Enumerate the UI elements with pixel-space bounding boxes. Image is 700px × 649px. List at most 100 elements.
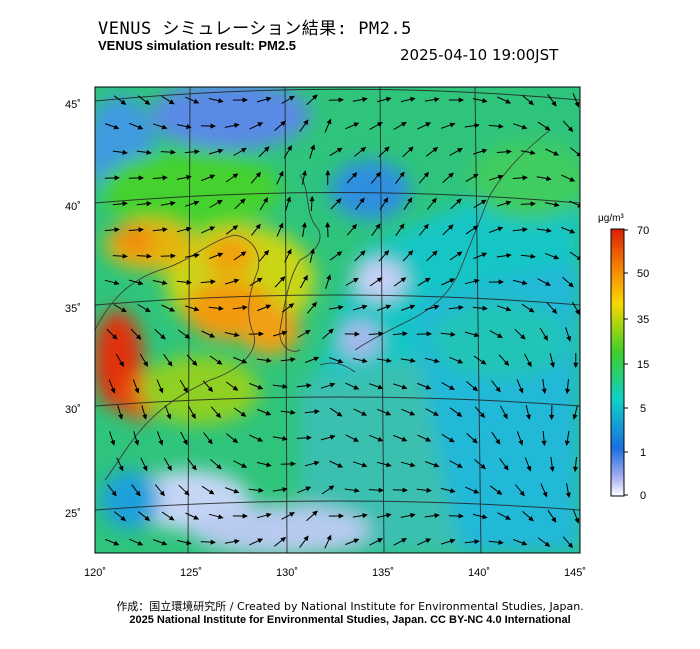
wind-arrowhead bbox=[553, 150, 560, 156]
wind-arrowhead bbox=[383, 249, 390, 256]
wind-arrowhead bbox=[290, 409, 296, 415]
wind-arrowhead bbox=[146, 201, 152, 207]
map-frame bbox=[94, 86, 581, 554]
wind-arrowhead bbox=[518, 387, 524, 394]
wind-arrowhead bbox=[170, 149, 176, 155]
wind-arrowhead bbox=[497, 333, 503, 338]
wind-arrowhead bbox=[309, 248, 315, 254]
wind-arrowhead bbox=[375, 171, 381, 178]
wind-arrowhead bbox=[458, 305, 464, 311]
wind-arrowhead bbox=[216, 359, 223, 365]
wind-arrowhead bbox=[144, 515, 151, 521]
wind-arrowhead bbox=[410, 512, 416, 518]
wind-arrowhead bbox=[518, 439, 524, 446]
wind-arrowhead bbox=[216, 463, 222, 470]
wind-arrowhead bbox=[426, 487, 432, 493]
wind-arrowhead bbox=[255, 171, 262, 178]
wind-arrowhead bbox=[505, 515, 512, 520]
wind-arrowhead bbox=[215, 412, 222, 419]
wind-arrowhead bbox=[309, 195, 315, 202]
wind-arrowhead bbox=[410, 357, 416, 364]
wind-arrowhead bbox=[303, 119, 309, 126]
legend-tick: 50 bbox=[637, 268, 649, 280]
wind-arrowhead bbox=[457, 148, 463, 153]
wind-arrowhead bbox=[572, 466, 579, 473]
wind-arrowhead bbox=[472, 438, 478, 444]
graticule bbox=[95, 87, 580, 553]
wind-arrowhead bbox=[303, 535, 309, 542]
longitude-labels: 120˚ 125˚ 130˚ 135˚ 140˚ 145˚ bbox=[84, 567, 586, 579]
wind-arrowhead bbox=[328, 328, 334, 334]
wind-arrowhead bbox=[456, 251, 463, 257]
wind-arrowhead bbox=[449, 122, 456, 128]
wind-arrowhead bbox=[234, 122, 240, 128]
wind-arrowhead bbox=[423, 223, 429, 230]
wind-arrowhead bbox=[158, 439, 164, 446]
wind-arrowhead bbox=[434, 97, 440, 103]
wind-arrowhead bbox=[530, 201, 536, 207]
wind-arrowhead bbox=[431, 197, 437, 204]
wind-arrowhead bbox=[407, 197, 413, 203]
legend-tick: 0 bbox=[640, 490, 646, 502]
wind-arrowhead bbox=[122, 149, 128, 155]
wind-arrowhead bbox=[377, 384, 384, 390]
wind-arrowhead bbox=[569, 176, 576, 182]
wind-arrowhead bbox=[218, 305, 224, 311]
wind-arrowhead bbox=[207, 438, 213, 445]
wind-arrowhead bbox=[503, 464, 509, 471]
wind-arrowhead bbox=[304, 329, 311, 335]
wind-arrowhead bbox=[353, 384, 360, 390]
wind-arrowhead bbox=[306, 383, 312, 389]
wind-arrowhead bbox=[482, 305, 488, 311]
wind-arrowhead bbox=[409, 304, 416, 310]
wind-arrowhead bbox=[162, 280, 168, 286]
wind-arrowhead bbox=[217, 148, 224, 154]
wind-arrowhead bbox=[377, 538, 384, 543]
wind-arrowhead bbox=[449, 278, 456, 284]
wind-arrowhead bbox=[113, 280, 120, 286]
wind-arrowhead bbox=[432, 147, 439, 153]
wind-arrowhead bbox=[313, 460, 320, 466]
wind-arrowhead bbox=[242, 513, 248, 519]
wind-arrowhead bbox=[574, 101, 580, 108]
wind-arrowhead bbox=[258, 487, 264, 493]
wind-arrowhead bbox=[168, 515, 175, 521]
wind-arrowhead bbox=[257, 538, 264, 544]
wind-arrowhead bbox=[232, 173, 239, 179]
wind-arrowhead bbox=[210, 539, 216, 545]
wind-arrowhead bbox=[118, 414, 124, 420]
legend-tick: 70 bbox=[637, 225, 649, 237]
wind-arrowhead bbox=[473, 332, 480, 338]
lon-label: 135˚ bbox=[372, 567, 394, 579]
wind-arrowhead bbox=[310, 144, 316, 151]
wind-arrowhead bbox=[278, 170, 284, 177]
wind-arrowhead bbox=[528, 99, 534, 106]
wind-arrowhead bbox=[266, 512, 272, 518]
wind-arrowhead bbox=[401, 121, 407, 127]
wind-arrowhead bbox=[546, 176, 552, 182]
wind-arrowhead bbox=[480, 463, 487, 470]
wind-arrowhead bbox=[549, 362, 555, 368]
wind-arrowhead bbox=[311, 301, 318, 308]
wind-arrowhead bbox=[305, 486, 312, 492]
wind-arrowhead bbox=[528, 515, 534, 522]
wind-arrowhead bbox=[112, 334, 118, 340]
wind-arrowhead bbox=[574, 517, 580, 524]
wind-arrowhead bbox=[424, 277, 431, 283]
wind-arrowhead bbox=[458, 513, 464, 519]
wind-arrowhead bbox=[286, 248, 292, 255]
wind-arrowhead bbox=[361, 411, 368, 416]
wind-arrowhead bbox=[530, 253, 536, 259]
wind-arrowhead bbox=[242, 97, 248, 103]
wind-arrowhead bbox=[233, 488, 240, 494]
wind-arrowhead bbox=[326, 118, 332, 125]
wind-arrowhead bbox=[113, 540, 120, 546]
wind-arrowhead bbox=[472, 385, 479, 392]
wind-arrowhead bbox=[135, 334, 142, 340]
wind-arrowhead bbox=[329, 434, 336, 440]
wind-arrowhead bbox=[290, 357, 296, 363]
wind-arrowhead bbox=[159, 490, 165, 497]
wind-arrowhead bbox=[143, 361, 149, 367]
wind-arrowhead bbox=[287, 145, 293, 151]
